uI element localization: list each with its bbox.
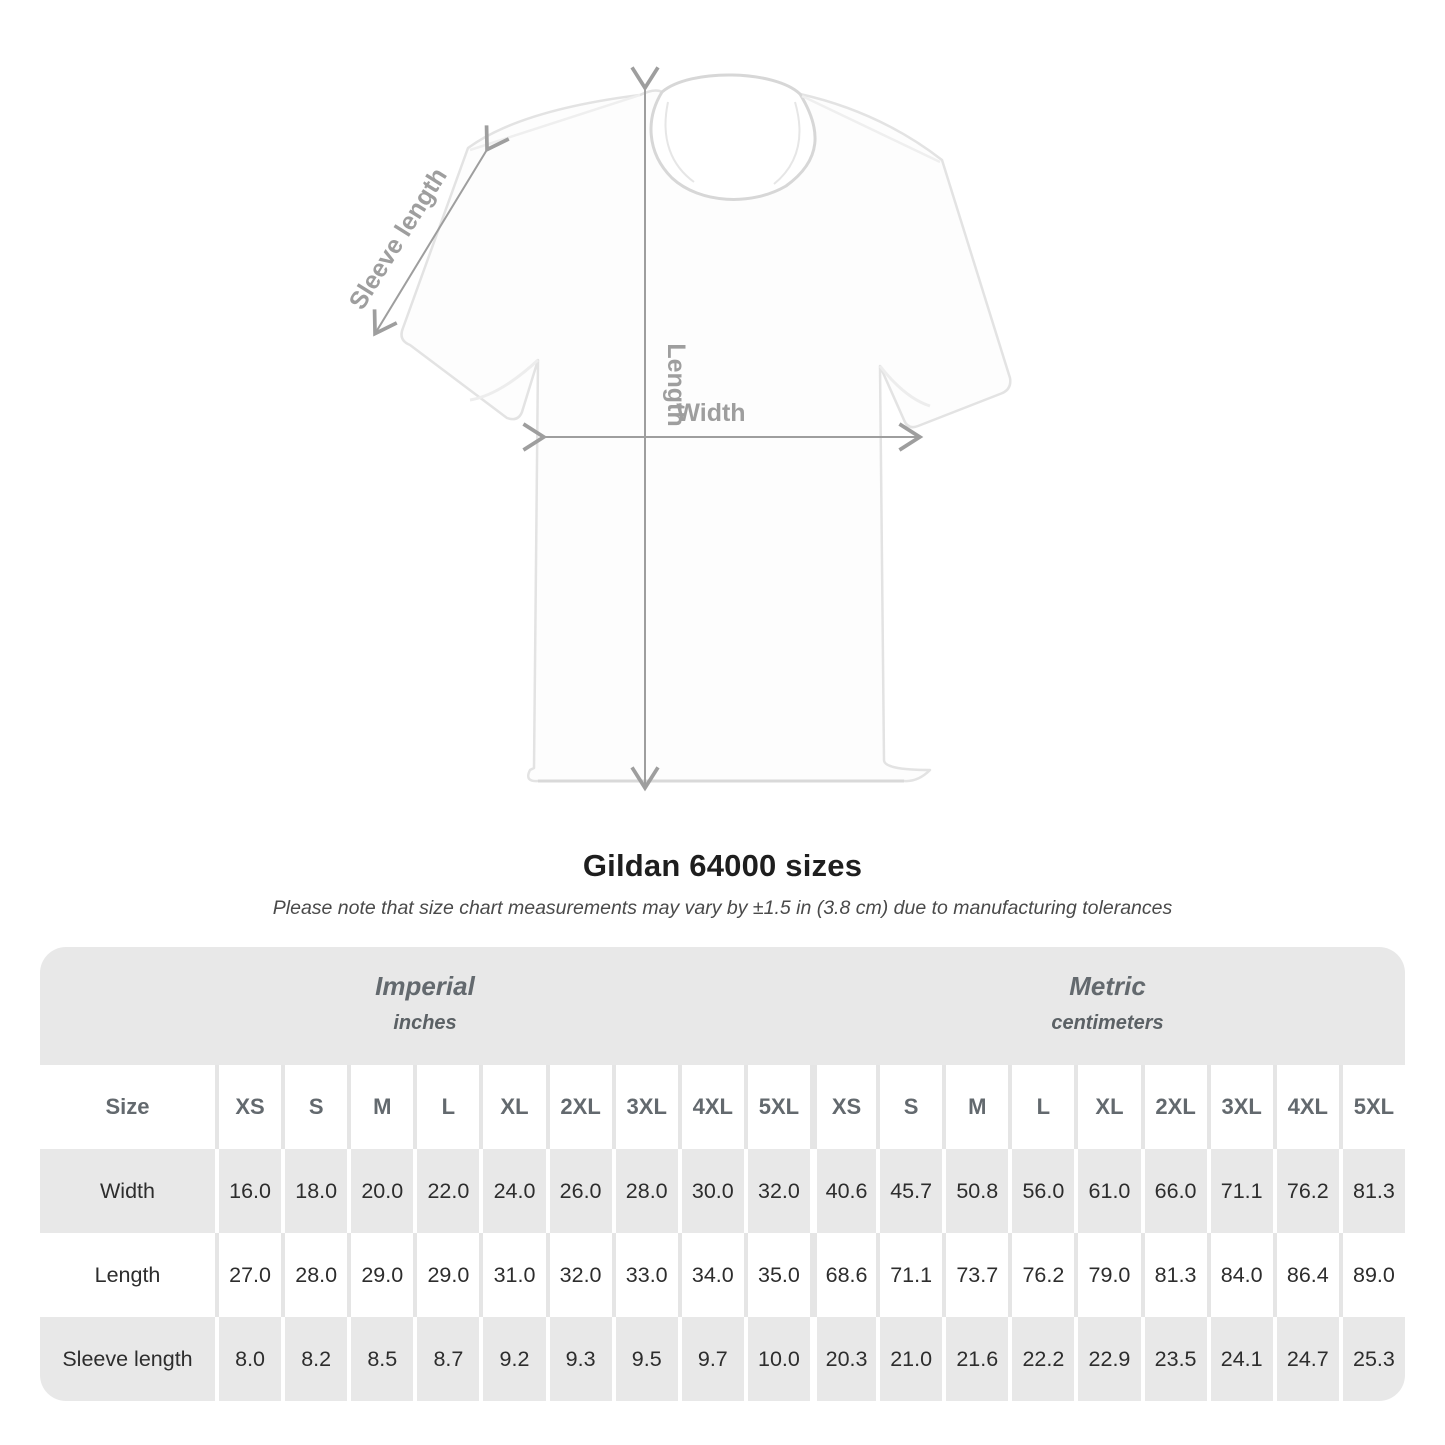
value-cell: 24.1	[1206, 1317, 1273, 1401]
value-cell: 9.5	[611, 1317, 678, 1401]
value-cell: 81.3	[1338, 1149, 1405, 1233]
value-cell: 27.0	[215, 1233, 282, 1317]
value-cell: 71.1	[876, 1233, 943, 1317]
imperial-label: Imperial	[375, 971, 475, 1001]
size-header-metric-l: L	[1008, 1065, 1075, 1149]
tshirt-diagram-svg: Sleeve length Length Width	[344, 66, 1012, 792]
value-cell: 32.0	[743, 1149, 810, 1233]
value-cell: 34.0	[677, 1233, 744, 1317]
tolerance-note: Please note that size chart measurements…	[272, 897, 1173, 919]
value-cell: 30.0	[677, 1149, 744, 1233]
value-cell: 76.2	[1272, 1149, 1339, 1233]
value-cell: 79.0	[1074, 1233, 1141, 1317]
value-cell: 86.4	[1272, 1233, 1339, 1317]
value-cell: 23.5	[1140, 1317, 1207, 1401]
value-cell: 28.0	[611, 1149, 678, 1233]
size-chart: Imperial inches Metric centimeters Size X…	[40, 947, 1405, 1401]
value-cell: 50.8	[942, 1149, 1009, 1233]
value-cell: 21.6	[942, 1317, 1009, 1401]
value-cell: 24.7	[1272, 1317, 1339, 1401]
size-header-metric-m: M	[942, 1065, 1009, 1149]
value-cell: 33.0	[611, 1233, 678, 1317]
size-chart-body: Width 16.0 18.0 20.0 22.0 24.0 26.0 28.0 30.0 32.…	[40, 1149, 1405, 1401]
value-cell: 8.2	[281, 1317, 348, 1401]
imperial-unit-label: inches	[393, 1012, 457, 1034]
value-cell: 56.0	[1008, 1149, 1075, 1233]
size-header-imperial-s: S	[281, 1065, 348, 1149]
value-cell: 9.7	[677, 1317, 744, 1401]
value-cell: 66.0	[1140, 1149, 1207, 1233]
value-cell: 8.5	[347, 1317, 414, 1401]
value-cell: 61.0	[1074, 1149, 1141, 1233]
width-label: Width	[676, 399, 745, 427]
value-cell: 45.7	[876, 1149, 943, 1233]
table-row-length: Length 27.0 28.0 29.0 29.0 31.0 32.0 33.0 34.0 35…	[40, 1233, 1405, 1317]
metric-header: Metric centimeters	[809, 947, 1405, 1065]
size-header-imperial-xs: XS	[215, 1065, 282, 1149]
value-cell: 9.3	[545, 1317, 612, 1401]
value-cell: 22.2	[1008, 1317, 1075, 1401]
value-cell: 20.3	[809, 1317, 877, 1401]
value-cell: 9.2	[479, 1317, 546, 1401]
length-label: Length	[662, 343, 690, 426]
units-header-row: Imperial inches Metric centimeters	[40, 947, 1405, 1065]
table-row-sleeve-length: Sleeve length 8.0 8.2 8.5 8.7 9.2 9.3 9.5 9.7 10.…	[40, 1317, 1405, 1401]
value-cell: 21.0	[876, 1317, 943, 1401]
metric-unit-label: centimeters	[1051, 1012, 1164, 1034]
size-header-metric-3xl: 3XL	[1206, 1065, 1273, 1149]
size-header-metric-xs: XS	[809, 1065, 877, 1149]
value-cell: 28.0	[281, 1233, 348, 1317]
imperial-header: Imperial inches	[40, 947, 810, 1065]
value-cell: 29.0	[347, 1233, 414, 1317]
size-header-imperial-3xl: 3XL	[611, 1065, 678, 1149]
value-cell: 8.7	[413, 1317, 480, 1401]
sleeve-length-arrow	[372, 125, 510, 337]
value-cell: 16.0	[215, 1149, 282, 1233]
value-cell: 22.9	[1074, 1317, 1141, 1401]
size-header-imperial-m: M	[347, 1065, 414, 1149]
size-header-metric-4xl: 4XL	[1272, 1065, 1339, 1149]
value-cell: 35.0	[743, 1233, 810, 1317]
tshirt-image	[400, 73, 1012, 783]
value-cell: 40.6	[809, 1149, 877, 1233]
value-cell: 26.0	[545, 1149, 612, 1233]
tshirt-measurement-diagram: Sleeve length Length Width	[344, 66, 1012, 792]
value-cell: 20.0	[347, 1149, 414, 1233]
value-cell: 18.0	[281, 1149, 348, 1233]
sizes-header-row: Size XS S M L XL 2XL 3XL 4XL 5XL XS S M L XL 2XL 3XL 4XL 5…	[40, 1065, 1405, 1149]
row-label: Width	[40, 1149, 215, 1233]
value-cell: 81.3	[1140, 1233, 1207, 1317]
row-label: Sleeve length	[40, 1317, 215, 1401]
value-cell: 84.0	[1206, 1233, 1273, 1317]
size-header-imperial-4xl: 4XL	[677, 1065, 744, 1149]
size-header-imperial-2xl: 2XL	[545, 1065, 612, 1149]
value-cell: 76.2	[1008, 1233, 1075, 1317]
size-column-header: Size	[40, 1065, 215, 1149]
value-cell: 32.0	[545, 1233, 612, 1317]
value-cell: 71.1	[1206, 1149, 1273, 1233]
size-header-imperial-l: L	[413, 1065, 480, 1149]
value-cell: 10.0	[743, 1317, 810, 1401]
size-header-metric-5xl: 5XL	[1338, 1065, 1405, 1149]
size-header-imperial-5xl: 5XL	[743, 1065, 810, 1149]
size-header-metric-xl: XL	[1074, 1065, 1141, 1149]
page-title: Gildan 64000 sizes	[582, 848, 863, 883]
table-row-width: Width 16.0 18.0 20.0 22.0 24.0 26.0 28.0 30.0 32.…	[40, 1149, 1405, 1233]
value-cell: 31.0	[479, 1233, 546, 1317]
metric-label: Metric	[1069, 971, 1146, 1001]
value-cell: 22.0	[413, 1149, 480, 1233]
size-header-metric-2xl: 2XL	[1140, 1065, 1207, 1149]
size-chart-table: Imperial inches Metric centimeters Size X…	[40, 947, 1405, 1401]
value-cell: 89.0	[1338, 1233, 1405, 1317]
value-cell: 73.7	[942, 1233, 1009, 1317]
value-cell: 24.0	[479, 1149, 546, 1233]
value-cell: 68.6	[809, 1233, 877, 1317]
value-cell: 29.0	[413, 1233, 480, 1317]
value-cell: 25.3	[1338, 1317, 1405, 1401]
size-header-metric-s: S	[876, 1065, 943, 1149]
row-label: Length	[40, 1233, 215, 1317]
value-cell: 8.0	[215, 1317, 282, 1401]
size-header-imperial-xl: XL	[479, 1065, 546, 1149]
